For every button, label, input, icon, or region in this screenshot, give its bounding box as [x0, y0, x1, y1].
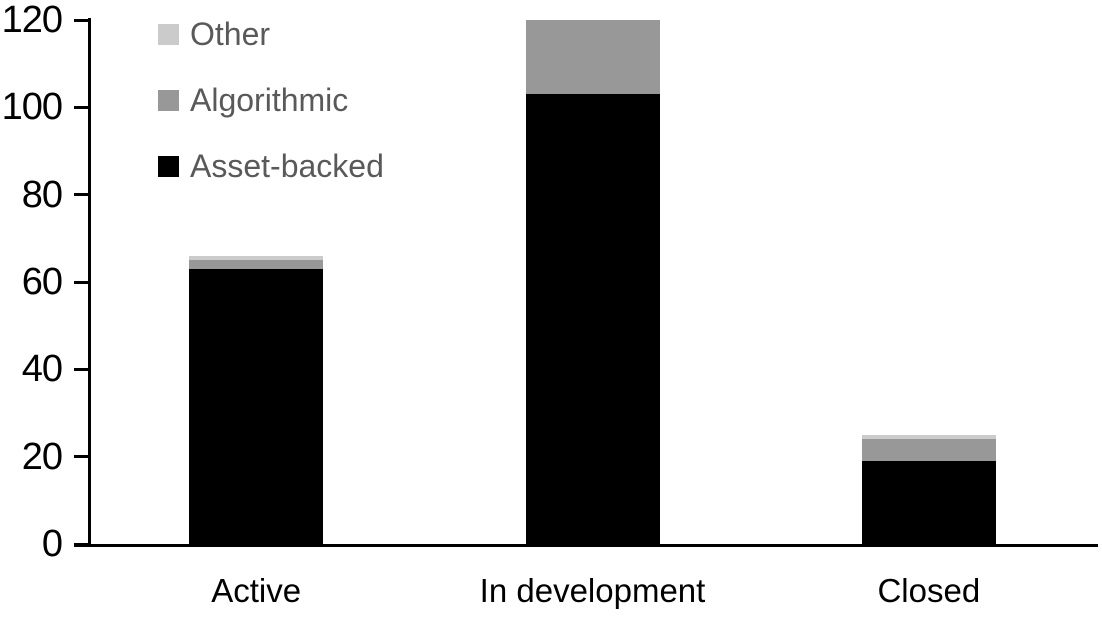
- legend-label-other: Other: [190, 15, 271, 52]
- legend-item-other: Other: [158, 15, 384, 52]
- legend-swatch-algorithmic-icon: [158, 89, 179, 111]
- bar-segment-closed-algorithmic: [861, 439, 996, 462]
- y-tick-mark: [74, 105, 88, 109]
- legend-item-algorithmic: Algorithmic: [158, 81, 384, 118]
- y-tick-label: 0: [41, 523, 63, 565]
- y-tick-mark: [74, 18, 88, 22]
- bar-segment-active-asset-backed: [189, 268, 324, 544]
- bar-segment-in-development-algorithmic: [525, 20, 660, 95]
- legend-swatch-asset-backed-icon: [158, 155, 179, 177]
- y-tick-mark: [74, 455, 88, 459]
- y-tick-label: 100: [1, 86, 63, 129]
- y-tick-label: 60: [21, 261, 63, 303]
- y-tick-mark: [74, 280, 88, 284]
- x-axis-line: [74, 544, 1098, 547]
- legend-item-asset-backed: Asset-backed: [158, 147, 384, 184]
- y-tick-label: 20: [21, 435, 63, 478]
- bar-segment-in-development-asset-backed: [525, 94, 660, 544]
- legend-label-asset-backed: Asset-backed: [190, 147, 384, 184]
- bar-segment-closed-asset-backed: [861, 461, 996, 544]
- bar-segment-active-other: [189, 255, 324, 261]
- y-tick-label: 40: [21, 348, 63, 391]
- chart-legend: Other Algorithmic Asset-backed: [158, 15, 384, 216]
- category-label-in-development: In development: [479, 572, 706, 609]
- bar-segment-active-algorithmic: [189, 260, 324, 269]
- category-label-closed: Closed: [877, 572, 981, 609]
- category-label-active: Active: [211, 572, 302, 609]
- y-tick-label: 80: [21, 173, 63, 216]
- y-tick-mark: [74, 367, 88, 371]
- y-tick-label: 120: [1, 0, 63, 41]
- y-axis-line: [88, 18, 91, 547]
- y-tick-mark: [74, 193, 88, 197]
- legend-label-algorithmic: Algorithmic: [190, 81, 349, 118]
- legend-swatch-other-icon: [158, 23, 179, 45]
- y-tick-mark: [74, 542, 88, 546]
- bar-segment-closed-other: [861, 434, 996, 440]
